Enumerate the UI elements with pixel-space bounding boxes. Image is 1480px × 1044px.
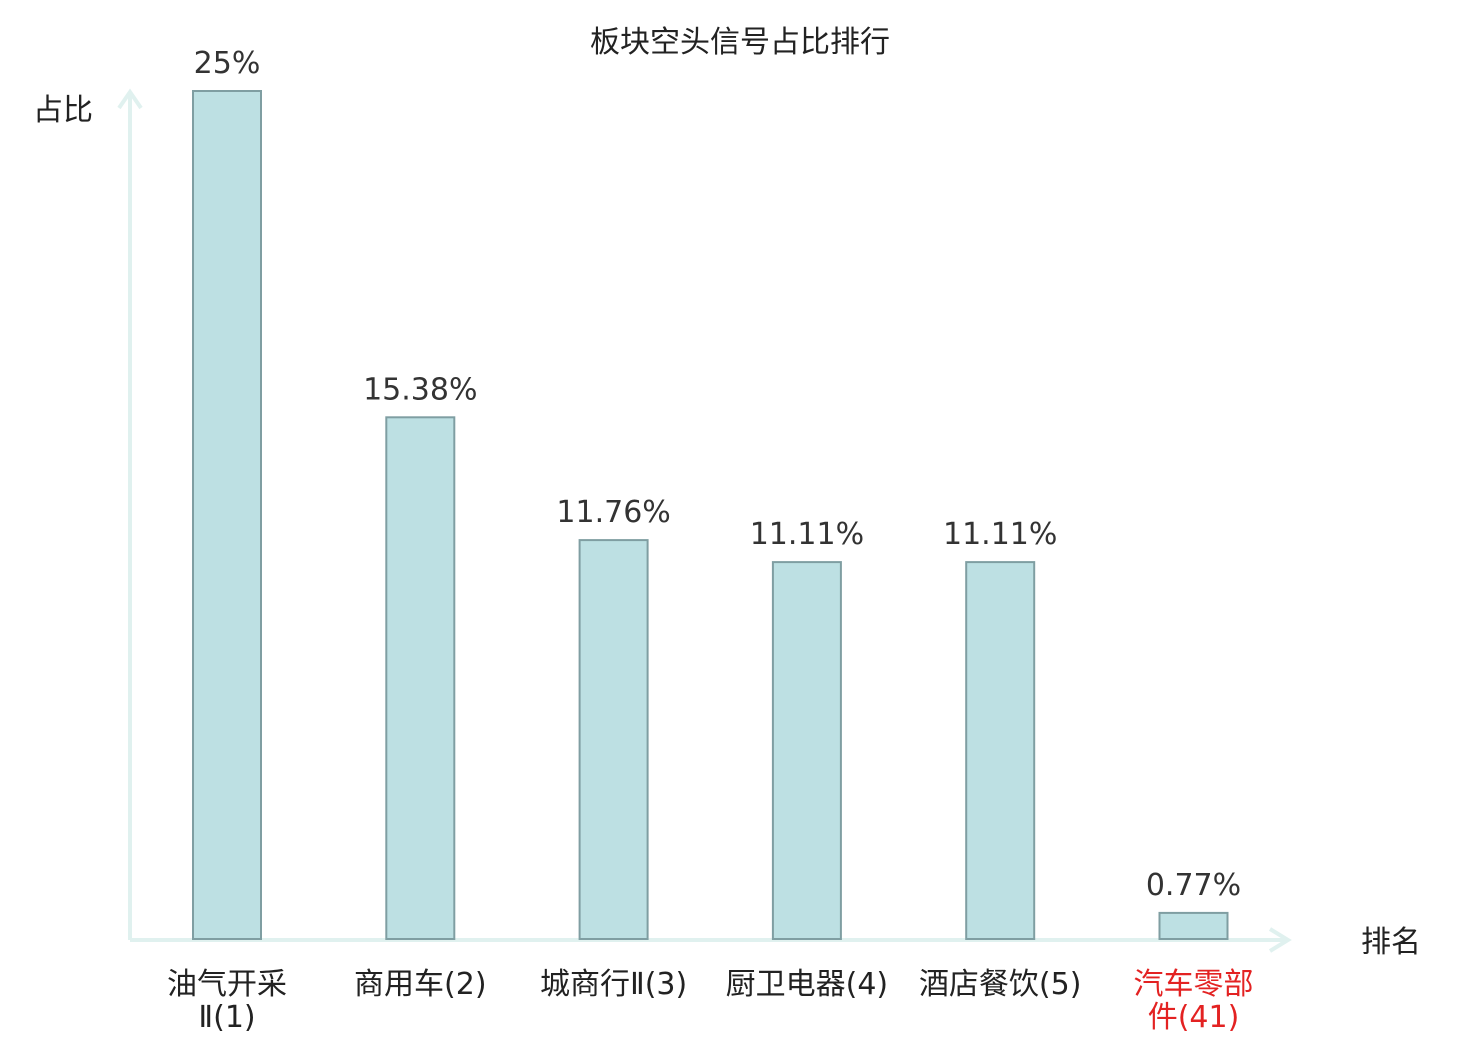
- bar: [578, 539, 649, 940]
- x-tick-label: 商用车(2): [354, 967, 487, 1002]
- x-axis-arrow: [1268, 927, 1292, 953]
- bar-value-label: 11.11%: [943, 517, 1057, 552]
- axes: [117, 88, 1292, 953]
- x-tick-label: 油气开采 Ⅱ(1): [167, 967, 287, 1035]
- x-tick-label-line: 城商行Ⅱ(3): [540, 967, 687, 1002]
- bar-value-label: 15.38%: [363, 372, 477, 407]
- category-labels-group: 油气开采 Ⅱ(1) 商用车(2) 城商行Ⅱ(3) 厨卫电器(4) 酒店餐饮(5) 汽车零部件…: [167, 967, 1254, 1035]
- bars-group: [192, 90, 1229, 941]
- x-tick-label-line: 件(41): [1148, 1000, 1240, 1035]
- x-tick-label: 厨卫电器(4): [726, 967, 889, 1002]
- bar-value-label: 11.11%: [750, 517, 864, 552]
- bar-value-label: 25%: [194, 46, 261, 81]
- x-tick-label: 汽车零部件(41): [1134, 967, 1254, 1035]
- x-tick-label-line: 酒店餐饮(5): [919, 967, 1082, 1002]
- bar: [965, 561, 1036, 940]
- x-tick-label: 酒店餐饮(5): [919, 967, 1082, 1002]
- x-tick-label-line: 商用车(2): [354, 967, 487, 1002]
- y-axis-arrow: [117, 88, 143, 110]
- bar-value-label: 11.76%: [556, 495, 670, 530]
- bar: [192, 90, 262, 940]
- bar: [385, 416, 456, 940]
- bar-value-label: 0.77%: [1146, 868, 1241, 903]
- x-tick-label-line: 汽车零部: [1134, 967, 1254, 1002]
- bar: [771, 561, 842, 940]
- chart-title: 板块空头信号占比排行: [590, 25, 890, 60]
- x-tick-label-line: 油气开采: [167, 967, 287, 1002]
- x-tick-label-line: 厨卫电器(4): [726, 967, 889, 1002]
- bar: [1158, 911, 1229, 941]
- y-axis-label: 占比: [33, 93, 93, 128]
- x-tick-label: 城商行Ⅱ(3): [540, 967, 687, 1002]
- value-labels-group: 25% 15.38% 11.76% 11.11% 11.11% 0.77%: [194, 46, 1242, 903]
- x-axis-label: 排名: [1361, 925, 1421, 960]
- x-tick-label-line: Ⅱ(1): [198, 1000, 255, 1035]
